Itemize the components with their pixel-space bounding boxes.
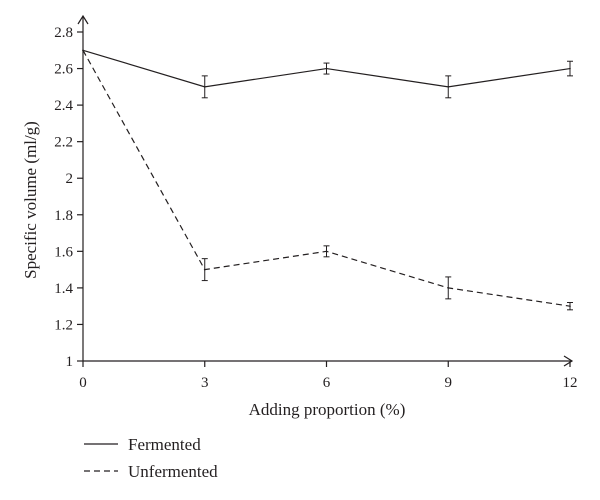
y-tick-label: 2: [66, 171, 74, 187]
series-layer: [82, 49, 573, 311]
y-axis-label: Specific volume (ml/g): [21, 121, 40, 279]
series-line: [82, 49, 571, 307]
error-bar: [445, 276, 452, 300]
error-bar: [323, 62, 330, 75]
x-tick-label: 6: [323, 375, 331, 391]
y-tick-label: 1: [66, 354, 74, 370]
y-tick-label: 2.6: [54, 62, 73, 78]
y-tick-label: 2.2: [54, 135, 73, 151]
y-tick-label: 1.8: [54, 208, 73, 224]
x-tick-label: 12: [563, 375, 578, 391]
legend: Fermented Unfermented: [84, 435, 218, 481]
error-bar: [201, 75, 208, 99]
x-axis-ticks: 0 3 6 9 12: [79, 361, 578, 391]
y-tick-label: 2.4: [54, 98, 73, 114]
legend-item-unfermented: Unfermented: [84, 462, 218, 481]
y-tick-label: 1.2: [54, 317, 73, 333]
y-axis-ticks: 1 1.2 1.4 1.6 1.8 2 2.2 2.4 2.6 2.8: [54, 25, 83, 370]
y-tick-label: 1.6: [54, 244, 73, 260]
error-bar: [201, 258, 208, 282]
error-bar: [567, 60, 573, 77]
y-tick-label: 2.8: [54, 25, 73, 41]
error-bar: [323, 245, 330, 258]
y-axis-arrow: [77, 14, 89, 25]
x-tick-label: 3: [201, 375, 209, 391]
series-fermented: [82, 49, 573, 99]
legend-label: Unfermented: [128, 462, 218, 481]
error-bar: [445, 75, 452, 99]
x-axis-arrow: [563, 355, 574, 367]
legend-item-fermented: Fermented: [84, 435, 201, 454]
x-tick-label: 9: [445, 375, 453, 391]
data-point: [82, 49, 84, 52]
x-tick-label: 0: [79, 375, 87, 391]
series-unfermented: [82, 49, 573, 311]
axes: [77, 14, 574, 367]
legend-label: Fermented: [128, 435, 201, 454]
x-axis-label: Adding proportion (%): [249, 400, 406, 419]
error-bar: [567, 302, 573, 311]
y-tick-label: 1.4: [54, 281, 73, 297]
